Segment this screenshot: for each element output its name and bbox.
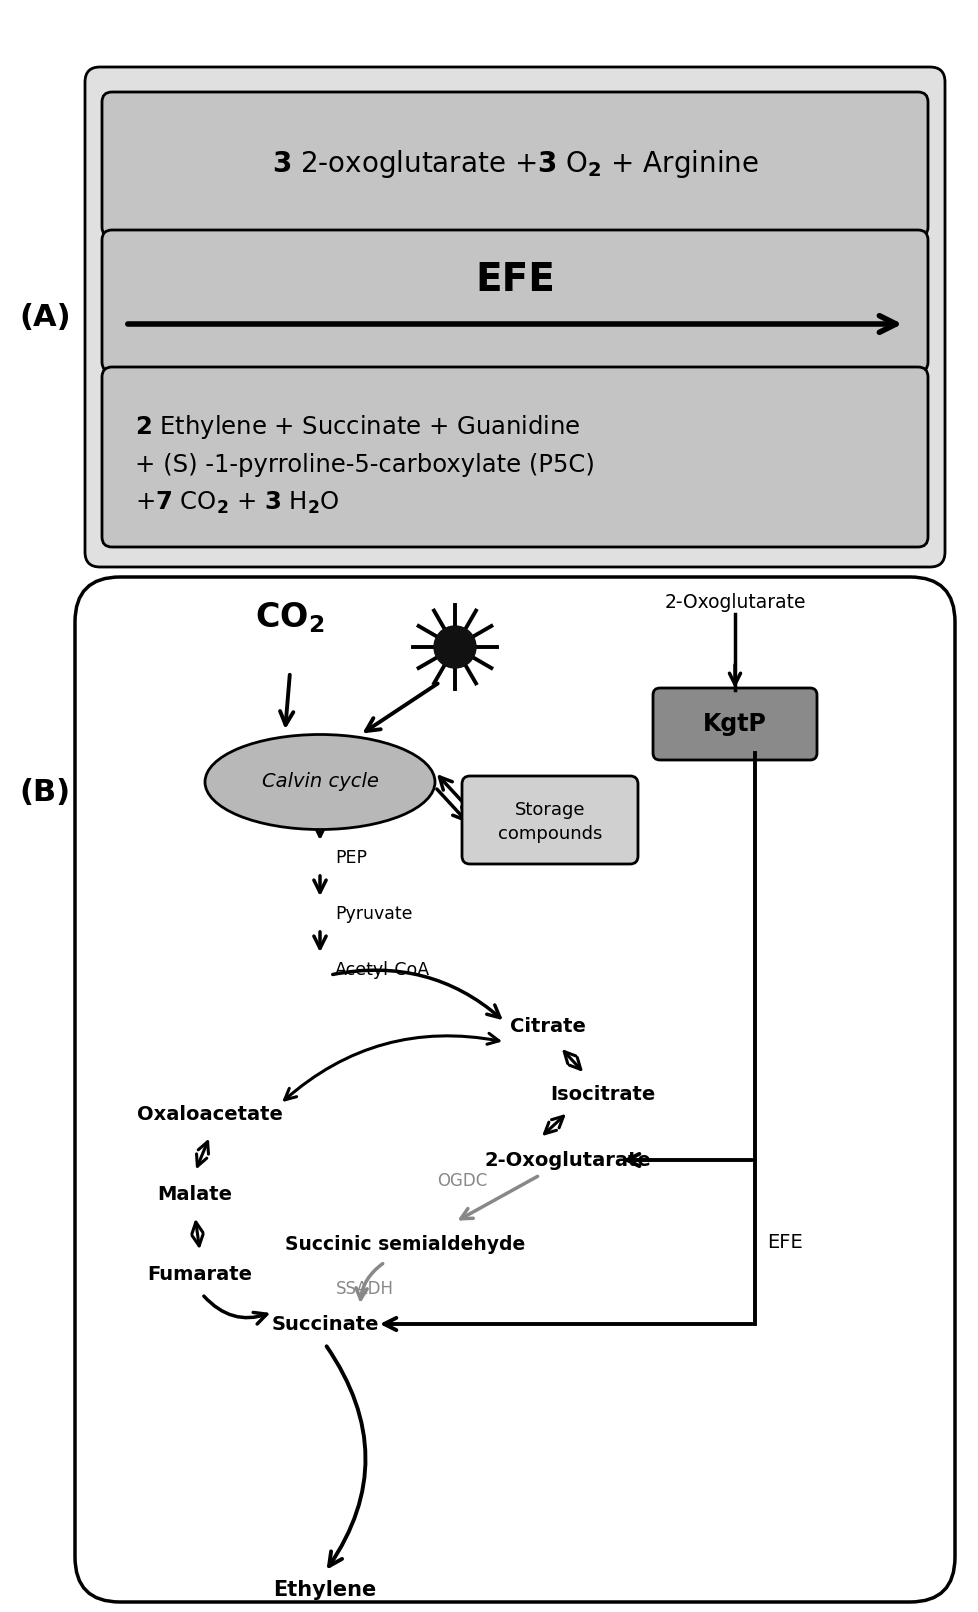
Text: Succinate: Succinate xyxy=(271,1314,378,1333)
Text: Oxaloacetate: Oxaloacetate xyxy=(137,1104,283,1124)
Text: Malate: Malate xyxy=(157,1185,232,1204)
Text: (A): (A) xyxy=(20,303,70,332)
Text: Isocitrate: Isocitrate xyxy=(550,1085,654,1104)
Text: $\mathbf{2}$ Ethylene + Succinate + Guanidine: $\mathbf{2}$ Ethylene + Succinate + Guan… xyxy=(135,413,580,442)
Text: Citrate: Citrate xyxy=(510,1017,585,1037)
Text: 2-Oxoglutarate: 2-Oxoglutarate xyxy=(484,1151,651,1169)
FancyBboxPatch shape xyxy=(85,68,944,567)
Circle shape xyxy=(433,625,475,667)
Text: Succinic semialdehyde: Succinic semialdehyde xyxy=(285,1235,524,1254)
Text: Calvin cycle: Calvin cycle xyxy=(261,772,378,791)
Text: EFE: EFE xyxy=(474,261,555,298)
FancyBboxPatch shape xyxy=(102,231,927,372)
Text: PEP: PEP xyxy=(334,850,367,867)
FancyBboxPatch shape xyxy=(102,368,927,546)
Text: $\mathbf{3}$ 2-oxoglutarate $+\mathbf{3}$ O$_\mathbf{2}$ + Arginine: $\mathbf{3}$ 2-oxoglutarate $+\mathbf{3}… xyxy=(271,148,758,181)
Text: Ethylene: Ethylene xyxy=(273,1580,377,1601)
Text: Acetyl-CoA: Acetyl-CoA xyxy=(334,961,429,978)
Text: $+\mathbf{7}$ CO$_\mathbf{2}$ $+$ $\mathbf{3}$ H$_\mathbf{2}$O: $+\mathbf{7}$ CO$_\mathbf{2}$ $+$ $\math… xyxy=(135,490,339,516)
Text: Pyruvate: Pyruvate xyxy=(334,904,412,924)
Text: (B): (B) xyxy=(20,777,70,806)
FancyBboxPatch shape xyxy=(75,577,954,1602)
Text: $\mathbf{CO_2}$: $\mathbf{CO_2}$ xyxy=(255,600,325,635)
Text: EFE: EFE xyxy=(766,1233,802,1251)
Text: compounds: compounds xyxy=(497,825,601,843)
Ellipse shape xyxy=(204,735,434,830)
Text: Storage: Storage xyxy=(514,801,585,819)
Text: + (S) -1-pyrroline-5-carboxylate (P5C): + (S) -1-pyrroline-5-carboxylate (P5C) xyxy=(135,453,595,477)
FancyBboxPatch shape xyxy=(462,775,638,864)
FancyBboxPatch shape xyxy=(102,92,927,237)
Text: OGDC: OGDC xyxy=(437,1172,487,1190)
Text: KgtP: KgtP xyxy=(702,713,766,737)
FancyBboxPatch shape xyxy=(652,688,817,759)
Text: Fumarate: Fumarate xyxy=(148,1264,252,1283)
Text: SSADH: SSADH xyxy=(335,1280,393,1298)
Text: 2-Oxoglutarate: 2-Oxoglutarate xyxy=(663,593,805,611)
